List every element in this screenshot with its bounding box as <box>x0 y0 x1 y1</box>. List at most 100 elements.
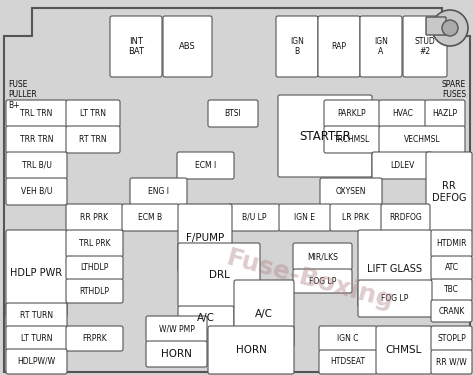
FancyBboxPatch shape <box>110 16 162 77</box>
Text: INT
BAT: INT BAT <box>128 37 144 56</box>
FancyBboxPatch shape <box>319 326 377 351</box>
Text: RT TURN: RT TURN <box>20 311 53 320</box>
FancyBboxPatch shape <box>6 100 67 127</box>
FancyBboxPatch shape <box>426 17 446 35</box>
FancyBboxPatch shape <box>358 230 432 307</box>
Text: HDLPW/W: HDLPW/W <box>18 357 55 366</box>
Text: A/C: A/C <box>255 309 273 318</box>
Text: IGN C: IGN C <box>337 334 359 343</box>
FancyBboxPatch shape <box>6 303 67 328</box>
Text: HVAC: HVAC <box>392 109 413 118</box>
Text: VEH B/U: VEH B/U <box>21 187 52 196</box>
Text: TRCHMSL: TRCHMSL <box>334 135 370 144</box>
FancyBboxPatch shape <box>208 100 258 127</box>
FancyBboxPatch shape <box>278 95 372 177</box>
FancyBboxPatch shape <box>319 350 377 374</box>
Text: HAZLP: HAZLP <box>432 109 457 118</box>
Text: ENG I: ENG I <box>148 187 169 196</box>
FancyBboxPatch shape <box>66 230 123 257</box>
Text: F/PUMP: F/PUMP <box>186 233 224 243</box>
FancyBboxPatch shape <box>66 279 123 303</box>
FancyBboxPatch shape <box>177 152 234 179</box>
Text: LR PRK: LR PRK <box>343 213 370 222</box>
Text: W/W PMP: W/W PMP <box>159 324 194 333</box>
FancyBboxPatch shape <box>403 16 447 77</box>
Text: STUD
#2: STUD #2 <box>415 37 436 56</box>
FancyBboxPatch shape <box>431 279 472 301</box>
Text: IGN
A: IGN A <box>374 37 388 56</box>
Text: TRL PRK: TRL PRK <box>79 239 110 248</box>
Text: FOG LP: FOG LP <box>381 294 409 303</box>
FancyBboxPatch shape <box>279 204 331 231</box>
FancyBboxPatch shape <box>6 349 67 374</box>
Text: HTDSEAT: HTDSEAT <box>330 357 365 366</box>
Text: CHMSL: CHMSL <box>386 345 422 355</box>
FancyBboxPatch shape <box>276 16 318 77</box>
Text: TRR TRN: TRR TRN <box>20 135 53 144</box>
FancyBboxPatch shape <box>381 204 430 231</box>
Text: RR PRK: RR PRK <box>81 213 109 222</box>
Text: IGN E: IGN E <box>294 213 316 222</box>
Text: STOPLP: STOPLP <box>437 334 466 343</box>
Text: HDLP PWR: HDLP PWR <box>10 268 63 279</box>
Circle shape <box>432 10 468 46</box>
FancyBboxPatch shape <box>66 256 123 280</box>
FancyBboxPatch shape <box>376 326 432 374</box>
FancyBboxPatch shape <box>379 126 465 153</box>
FancyBboxPatch shape <box>130 178 187 205</box>
Text: VECHMSL: VECHMSL <box>404 135 440 144</box>
FancyBboxPatch shape <box>324 126 380 153</box>
FancyBboxPatch shape <box>178 243 260 307</box>
Text: A/C: A/C <box>197 313 215 323</box>
FancyBboxPatch shape <box>358 280 432 317</box>
Text: PARKLP: PARKLP <box>337 109 366 118</box>
Text: LT TURN: LT TURN <box>21 334 52 343</box>
FancyBboxPatch shape <box>431 326 472 351</box>
FancyBboxPatch shape <box>228 204 280 231</box>
Text: Fuse-Boxing: Fuse-Boxing <box>224 246 396 314</box>
Text: B/U LP: B/U LP <box>242 213 266 222</box>
Text: TRL TRN: TRL TRN <box>20 109 53 118</box>
FancyBboxPatch shape <box>431 300 472 322</box>
Text: FRPRK: FRPRK <box>82 334 107 343</box>
FancyBboxPatch shape <box>324 100 380 127</box>
FancyBboxPatch shape <box>66 204 123 231</box>
Text: LT TRN: LT TRN <box>80 109 106 118</box>
Text: ATC: ATC <box>445 264 458 273</box>
Text: ECM B: ECM B <box>138 213 163 222</box>
Circle shape <box>442 20 458 36</box>
Text: SPARE
FUSES: SPARE FUSES <box>442 80 466 99</box>
FancyBboxPatch shape <box>66 100 120 127</box>
Text: HORN: HORN <box>161 349 192 359</box>
FancyBboxPatch shape <box>431 350 472 374</box>
FancyBboxPatch shape <box>146 316 207 342</box>
FancyBboxPatch shape <box>178 204 232 272</box>
FancyBboxPatch shape <box>208 326 294 374</box>
FancyBboxPatch shape <box>234 280 294 347</box>
Text: IGN
B: IGN B <box>290 37 304 56</box>
FancyBboxPatch shape <box>425 100 465 127</box>
FancyBboxPatch shape <box>293 269 352 293</box>
FancyBboxPatch shape <box>379 100 426 127</box>
FancyBboxPatch shape <box>66 126 120 153</box>
Text: HORN: HORN <box>236 345 266 355</box>
FancyBboxPatch shape <box>163 16 212 77</box>
Text: ECM I: ECM I <box>195 161 216 170</box>
FancyBboxPatch shape <box>66 326 123 351</box>
FancyBboxPatch shape <box>6 126 67 153</box>
Text: TBC: TBC <box>444 285 459 294</box>
Text: OXYSEN: OXYSEN <box>336 187 366 196</box>
FancyBboxPatch shape <box>6 230 67 317</box>
Text: LIFT GLASS: LIFT GLASS <box>367 264 422 273</box>
Text: FOG LP: FOG LP <box>309 276 336 285</box>
FancyBboxPatch shape <box>6 326 67 351</box>
Text: FUSE
PULLER
B+: FUSE PULLER B+ <box>8 80 37 110</box>
Text: RRDFOG: RRDFOG <box>389 213 422 222</box>
Text: CRANK: CRANK <box>438 306 465 315</box>
Text: HTDMIR: HTDMIR <box>436 239 467 248</box>
FancyBboxPatch shape <box>320 178 382 205</box>
FancyBboxPatch shape <box>318 16 360 77</box>
FancyBboxPatch shape <box>372 152 432 179</box>
Text: STARTER: STARTER <box>299 129 351 142</box>
Text: ABS: ABS <box>179 42 196 51</box>
